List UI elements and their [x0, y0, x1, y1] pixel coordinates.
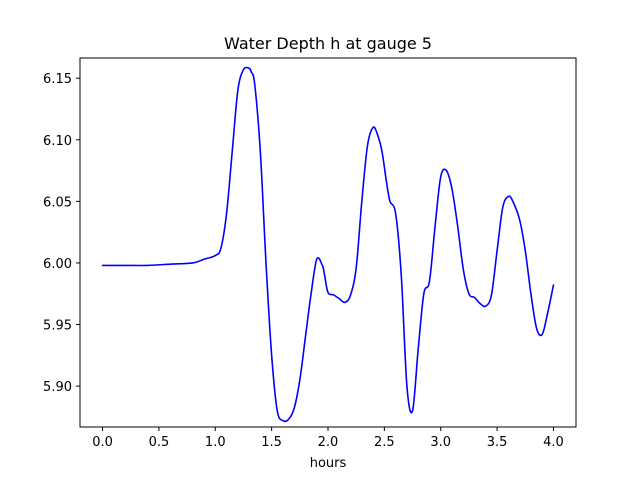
series-group: [101, 66, 555, 423]
x-tick-label: 2.0: [318, 435, 339, 450]
x-tick-label: 0.5: [149, 435, 170, 450]
y-tick-label: 5.90: [43, 380, 72, 395]
y-tick-label: 6.00: [43, 257, 72, 272]
x-tick-label: 4.0: [543, 435, 564, 450]
y-tick-label: 5.95: [43, 319, 72, 334]
y-tick-label: 6.05: [43, 195, 72, 210]
plot-background: [80, 58, 576, 427]
plot-area: [79, 57, 577, 428]
x-tick-label: 3.5: [487, 435, 508, 450]
x-tick-label: 2.5: [374, 435, 395, 450]
y-tick-label: 6.15: [43, 72, 72, 87]
x-tick-label: 1.0: [205, 435, 226, 450]
x-tick-label: 3.0: [430, 435, 451, 450]
x-axis-label: hours: [310, 456, 347, 471]
y-tick-label: 6.10: [43, 134, 72, 149]
y-axis-ticks: 5.90 5.95 6.00 6.05 6.10 6.15: [43, 72, 80, 395]
x-tick-label: 1.5: [261, 435, 282, 450]
x-axis-ticks: 0.0 0.5 1.0 1.5 2.0 2.5 3.0 3.5 4.0: [92, 427, 564, 450]
x-tick-label: 0.0: [92, 435, 113, 450]
series-line-0: [101, 66, 555, 423]
chart-title: Water Depth h at gauge 5: [224, 34, 432, 53]
